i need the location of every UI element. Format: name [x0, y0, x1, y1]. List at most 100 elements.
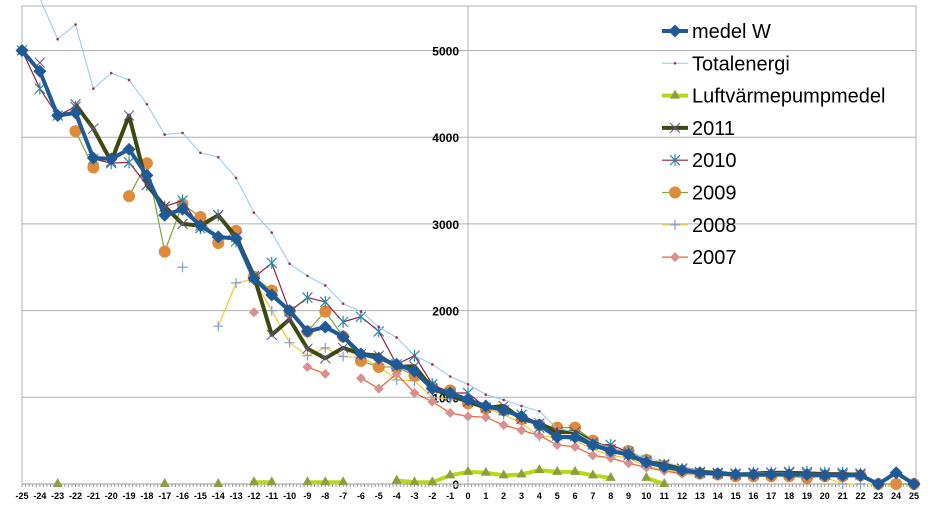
diamond-marker [729, 467, 743, 481]
diamond-marker [550, 430, 564, 444]
diamond-marker [122, 142, 136, 156]
x-marker [669, 122, 681, 134]
x-tick-label: -1 [446, 491, 454, 501]
series-line [253, 468, 665, 486]
diamond-marker [300, 324, 314, 338]
diamond-marker [283, 304, 297, 318]
diamond-marker [104, 152, 118, 166]
x-tick-label: -25 [15, 491, 28, 501]
x-tick-label: -2 [428, 491, 436, 501]
x-marker [70, 98, 81, 110]
y-tick-label: 0 [452, 478, 459, 492]
dot-marker [109, 71, 113, 75]
x-marker [177, 218, 188, 230]
dot-marker [395, 336, 398, 339]
dot-marker [127, 78, 131, 82]
series-2009 [69, 125, 920, 490]
diamond-marker [443, 386, 457, 400]
legend-label: 2009 [692, 183, 737, 205]
dot-marker [288, 262, 291, 266]
dot-marker [538, 409, 541, 413]
legend-item: 2009 [662, 183, 737, 205]
x-tick-label: -8 [321, 491, 329, 501]
legend-item: Totalenergi [662, 53, 790, 75]
diamond-marker [372, 351, 386, 365]
diamond-marker [390, 357, 404, 371]
circle-marker [319, 305, 332, 318]
diamond-marker [534, 430, 545, 441]
x-tick-label: -13 [230, 491, 243, 501]
diamond-marker [479, 399, 493, 413]
diamond-marker [907, 477, 921, 491]
diamond-marker [445, 407, 456, 418]
x-tick-label: -17 [158, 491, 171, 501]
x-marker [123, 110, 135, 121]
dot-marker [431, 363, 434, 366]
x-tick-label: -18 [140, 491, 153, 501]
x-tick-label: 21 [838, 491, 848, 501]
diamond-marker [818, 468, 832, 482]
triangle-marker [463, 465, 473, 475]
circle-marker [69, 125, 82, 138]
series-group [15, 0, 921, 491]
plus-marker [320, 342, 331, 353]
diamond-marker [265, 288, 279, 302]
dot-marker [252, 211, 256, 214]
diamond-marker [229, 232, 243, 246]
dot-marker [466, 382, 470, 386]
diamond-marker [497, 403, 511, 417]
x-tick-label: -12 [247, 491, 260, 501]
x-tick-label: -21 [87, 491, 100, 501]
x-tick-label: -7 [339, 491, 347, 501]
x-tick-label: 6 [573, 491, 578, 501]
triangle-marker [159, 478, 170, 487]
asterisk-marker [266, 256, 278, 269]
diamond-marker [15, 44, 29, 57]
diamond-marker [320, 368, 331, 379]
circle-marker [354, 354, 367, 367]
legend-label: Totalenergi [692, 53, 790, 75]
diamond-marker [670, 252, 680, 263]
x-tick-label: -15 [194, 491, 207, 501]
diamond-marker [86, 151, 100, 165]
triangle-marker [480, 466, 491, 476]
plus-marker [177, 262, 188, 273]
diamond-marker [407, 364, 421, 378]
diamond-marker [515, 409, 529, 423]
dot-marker [199, 151, 202, 155]
x-axis: -25 -24 -23 -22 -21 -20 -19 -18 -17 -16 -15 -14 -13-… [15, 483, 919, 501]
triangle-marker [213, 478, 224, 487]
asterisk-marker [123, 156, 135, 169]
legend-item: medel W [662, 21, 771, 43]
x-tick-label: 13 [695, 491, 705, 501]
dot-marker [484, 393, 488, 396]
x-tick-label: 18 [784, 491, 794, 501]
x-tick-label: 17 [766, 491, 776, 501]
x-marker [88, 123, 99, 134]
x-tick-label: -10 [283, 491, 296, 501]
x-tick-label: 10 [641, 491, 651, 501]
diamond-marker [211, 230, 225, 244]
diamond-marker [355, 373, 366, 384]
diamond-marker [605, 452, 616, 463]
x-tick-label: 16 [748, 491, 758, 501]
diamond-marker [69, 106, 83, 120]
legend-label: 2010 [692, 150, 737, 172]
diamond-marker [463, 411, 473, 422]
circle-marker [669, 186, 681, 199]
legend-label: 2007 [692, 247, 737, 269]
circle-marker [87, 161, 100, 174]
x-tick-label: 14 [713, 491, 723, 501]
x-marker [337, 342, 349, 354]
x-tick-label: -16 [176, 491, 189, 501]
legend-item: 2007 [662, 247, 737, 269]
triangle-marker [409, 476, 420, 486]
series-luftv-rmepumpmedel [52, 464, 670, 487]
triangle-marker [605, 471, 616, 481]
asterisk-marker [34, 82, 46, 95]
diamond-marker [158, 208, 172, 222]
plus-marker [338, 351, 349, 362]
triangle-marker [445, 469, 456, 479]
diamond-marker [552, 439, 563, 450]
dot-marker [520, 404, 523, 408]
